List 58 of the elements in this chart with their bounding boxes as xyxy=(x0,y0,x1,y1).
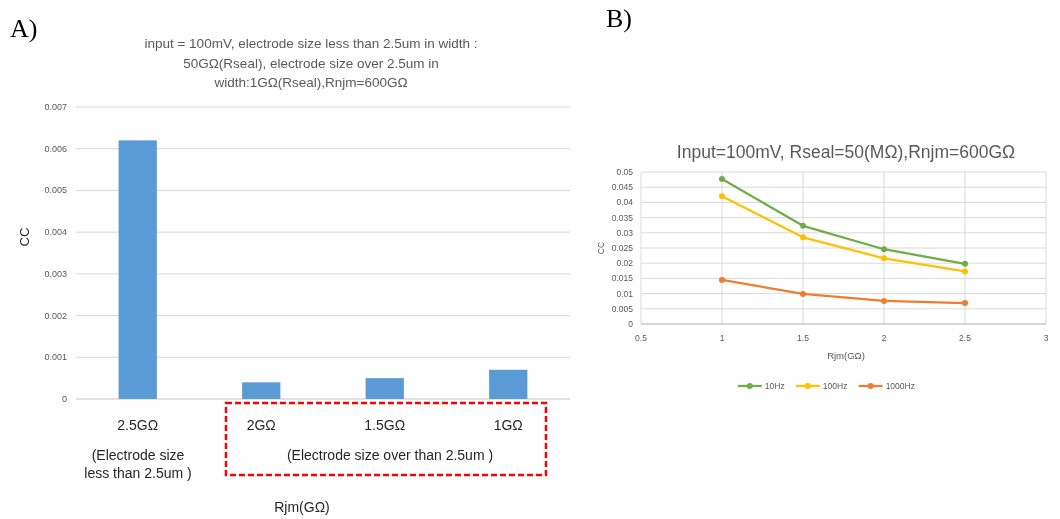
point xyxy=(962,300,968,307)
y-tick-label: 0.015 xyxy=(611,273,634,284)
x-tick-label: 0.5 xyxy=(635,333,648,343)
x-axis-title: Rjm(GΩ) xyxy=(827,350,865,361)
y-tick-label: 0.01 xyxy=(616,288,634,299)
point xyxy=(881,297,887,304)
y-axis-title: CC xyxy=(596,241,606,255)
point xyxy=(719,193,725,200)
x-tick-label: 2GΩ xyxy=(246,417,276,433)
legend-label: 10Hz xyxy=(764,381,785,391)
bar xyxy=(489,369,528,399)
text: (Electrode size less than 2.5um ) xyxy=(84,447,192,481)
y-tick-label: 0.05 xyxy=(616,167,634,177)
x-tick-label: 1.5GΩ xyxy=(364,417,406,433)
point xyxy=(800,290,806,297)
x-tick-label: 1 xyxy=(719,333,725,343)
text: A) xyxy=(10,14,38,43)
x-tick-label: 2 xyxy=(881,333,887,343)
y-tick-label: 0.045 xyxy=(611,182,634,193)
y-tick-label: 0.025 xyxy=(611,243,634,253)
x-tick-label: 2.5 xyxy=(959,333,972,343)
point xyxy=(719,276,725,283)
y-tick-label: 0.001 xyxy=(44,352,67,363)
y-tick-label: 0.005 xyxy=(44,185,67,196)
point xyxy=(800,222,806,229)
point xyxy=(719,175,725,182)
x-tick-label: 1.5 xyxy=(797,333,810,343)
point xyxy=(881,246,887,253)
x-tick-label: 3 xyxy=(1043,333,1049,343)
point xyxy=(962,260,968,267)
y-tick-label: 0 xyxy=(61,394,67,404)
bar xyxy=(118,140,157,399)
y-tick-label: 0.002 xyxy=(44,310,67,321)
y-tick-label: 0.007 xyxy=(44,102,67,112)
y-tick-label: 0.035 xyxy=(611,212,634,223)
x-axis-title: Rjm(GΩ) xyxy=(274,499,330,515)
x-tick-label: 1GΩ xyxy=(493,417,523,433)
legend-label: 1000Hz xyxy=(885,381,915,391)
text: (Electrode size over than 2.5um ) xyxy=(286,447,494,463)
bar xyxy=(242,382,281,399)
chart-title: input = 100mV, electrode size less than 2.5um in width : 50GΩ(Rseal), electrode size over 2.5um in width:1GΩ(Rseal),Rnjm=600GΩ xyxy=(144,36,478,91)
legend-label: 100Hz xyxy=(822,381,848,391)
y-tick-label: 0.02 xyxy=(616,258,634,269)
point xyxy=(962,268,968,275)
chart-title: Input=100mV, Rseal=50(MΩ),Rnjm=600GΩ xyxy=(676,142,1016,162)
point xyxy=(800,234,806,241)
y-tick-label: 0.005 xyxy=(611,303,634,314)
bar xyxy=(365,378,404,399)
y-tick-label: 0.004 xyxy=(44,227,67,238)
y-tick-label: 0.03 xyxy=(616,227,634,238)
text: B) xyxy=(606,4,632,33)
x-tick-label: 2.5GΩ xyxy=(117,417,159,433)
y-tick-label: 0.04 xyxy=(616,197,634,208)
y-tick-label: 0.003 xyxy=(44,268,67,279)
y-tick-label: 0 xyxy=(628,319,634,329)
y-tick-label: 0.006 xyxy=(44,143,67,154)
y-axis-title: CC xyxy=(16,227,32,247)
point xyxy=(881,255,887,262)
